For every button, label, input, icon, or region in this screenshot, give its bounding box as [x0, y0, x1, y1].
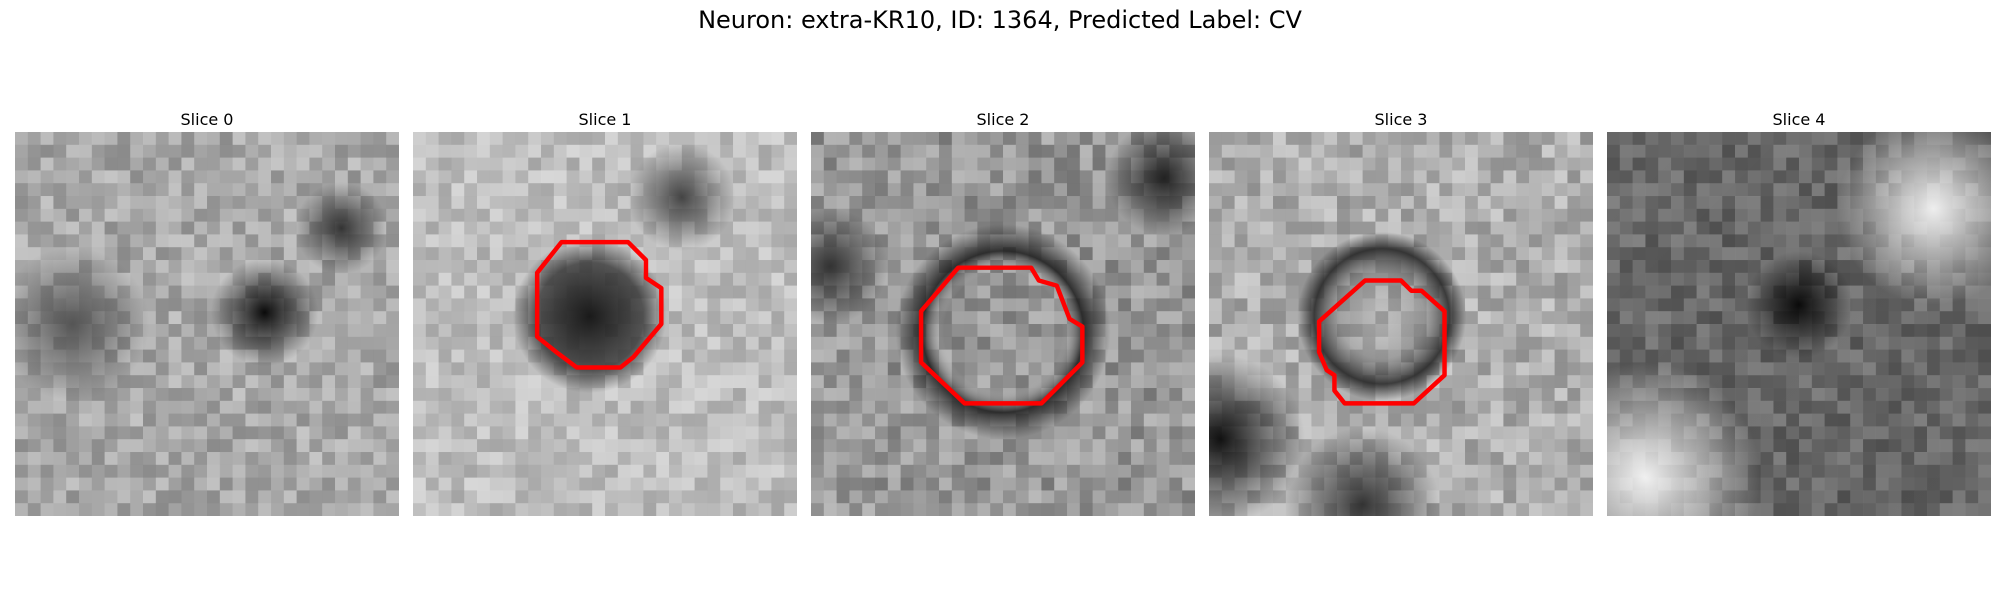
contour-outline	[918, 265, 1085, 406]
slice-panel-4: Slice 4	[1607, 108, 1991, 516]
slice-image	[1607, 132, 1991, 516]
slice-title: Slice 1	[578, 110, 632, 129]
contour-outline	[1316, 278, 1447, 406]
slice-panel-2: Slice 2	[811, 108, 1195, 516]
slice-panel-0: Slice 0	[15, 108, 399, 516]
slice-image	[811, 132, 1195, 516]
slice-image	[413, 132, 797, 516]
slice-panel-3: Slice 3	[1209, 108, 1593, 516]
slice-title: Slice 4	[1772, 110, 1826, 129]
slice-image	[15, 132, 399, 516]
slice-title: Slice 3	[1374, 110, 1428, 129]
slice-title: Slice 0	[180, 110, 234, 129]
figure-title: Neuron: extra-KR10, ID: 1364, Predicted …	[698, 6, 1302, 34]
contour-outline	[534, 239, 664, 370]
slice-image	[1209, 132, 1593, 516]
slice-title: Slice 2	[976, 110, 1030, 129]
slice-panel-1: Slice 1	[413, 108, 797, 516]
